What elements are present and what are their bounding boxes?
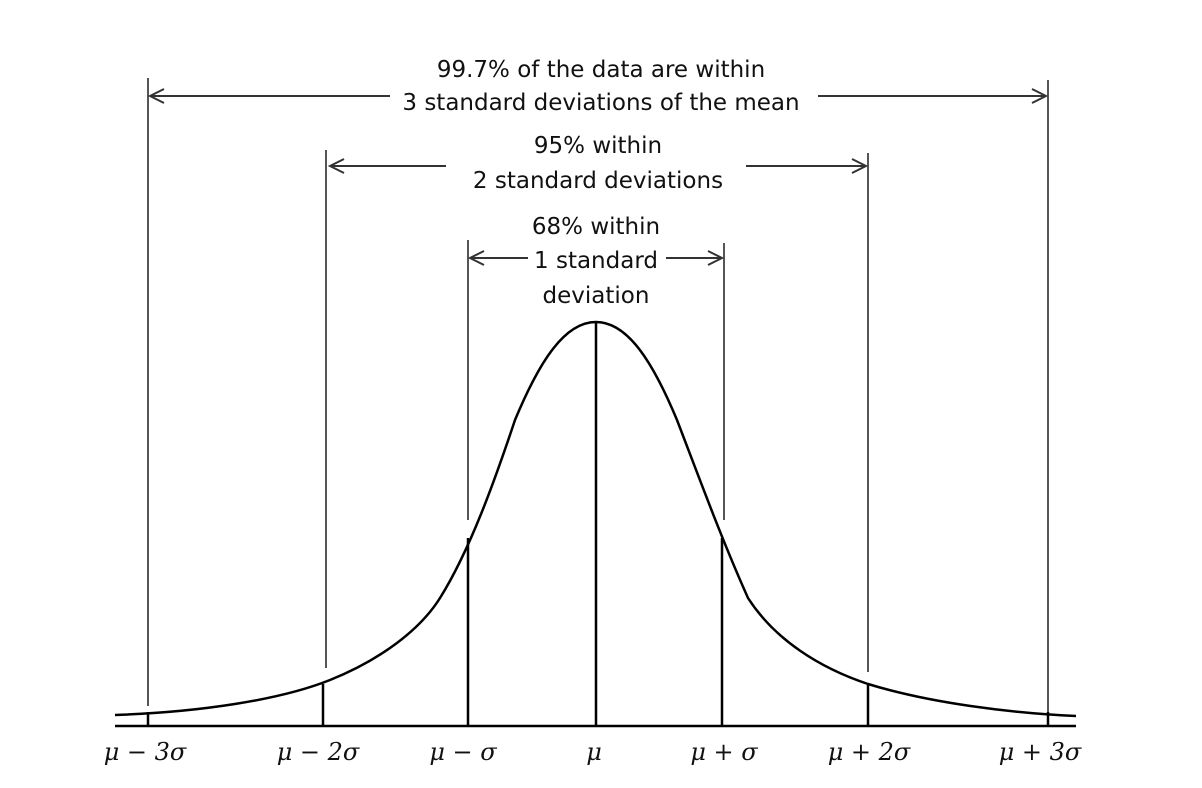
axis-label-minus1: μ − σ bbox=[429, 738, 497, 766]
outer-annotation-line1: 99.7% of the data are within bbox=[437, 57, 765, 83]
inner-annotation-line3: deviation bbox=[543, 283, 650, 309]
inner-right-arrow bbox=[666, 250, 725, 266]
inner-annotation-line2: 1 standard bbox=[534, 248, 658, 274]
middle-left-arrow bbox=[327, 158, 446, 174]
axis-label-minus3: μ − 3σ bbox=[104, 738, 187, 766]
outer-left-arrow bbox=[147, 88, 390, 104]
axis-label-mean: μ bbox=[586, 738, 602, 766]
axis-label-plus3: μ + 3σ bbox=[999, 738, 1082, 766]
outer-annotation-line2: 3 standard deviations of the mean bbox=[402, 90, 799, 116]
axis-label-minus2: μ − 2σ bbox=[277, 738, 360, 766]
outer-right-arrow bbox=[818, 88, 1049, 104]
middle-annotation-line2: 2 standard deviations bbox=[473, 168, 723, 194]
inner-annotation-line1: 68% within bbox=[532, 214, 660, 240]
inner-left-arrow bbox=[467, 250, 528, 266]
axis-label-plus1: μ + σ bbox=[690, 738, 758, 766]
middle-right-arrow bbox=[746, 158, 869, 174]
middle-annotation-line1: 95% within bbox=[534, 133, 662, 159]
axis-label-plus2: μ + 2σ bbox=[828, 738, 911, 766]
